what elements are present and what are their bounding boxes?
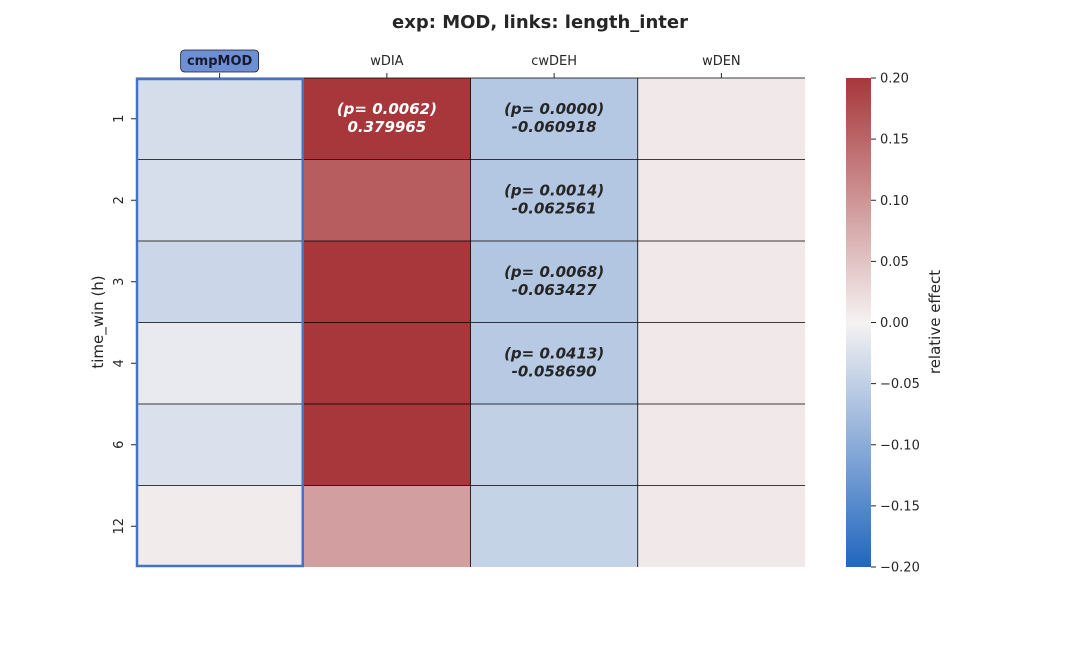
annotation-p-value: (p= 0.0062) [337,100,437,118]
heatmap-cell [637,159,805,241]
highlighted-column-outline [135,77,304,568]
heatmap-cell [136,241,304,323]
heatmap-cell [303,485,471,567]
annotation-p-value: (p= 0.0000) [504,100,604,118]
y-tick-label: 4 [112,359,127,367]
y-tick-label: 3 [112,278,127,286]
colorbar-tick-label: 0.05 [880,255,909,270]
x-tick-label: cwDEH [531,54,577,69]
y-tick-label: 12 [112,518,127,535]
annotation-value: -0.063427 [512,281,598,299]
heatmap-cell [637,78,805,160]
heatmap-cell [637,241,805,323]
annotation-value: -0.062561 [512,200,597,218]
colorbar-tick-label: 0.20 [880,72,909,87]
y-tick-label: 6 [112,441,127,449]
annotation-p-value: (p= 0.0413) [504,345,604,363]
colorbar-tick-label: −0.15 [880,499,920,514]
y-axis-label: time_win (h) [89,275,108,368]
heatmap-cells [136,78,805,567]
x-tick-label: cmpMOD [187,54,253,69]
heatmap-cell [637,404,805,486]
annotation-value: 0.379965 [347,118,426,136]
colorbar-tick-label: 0.10 [880,194,909,209]
heatmap-cell [303,159,471,241]
heatmap-cell [470,404,638,486]
heatmap-cell [303,404,471,486]
heatmap-gridlines [135,77,805,568]
heatmap-cell [637,485,805,567]
heatmap-cell [637,322,805,404]
x-tick-label: wDEN [702,54,741,69]
colorbar-ticks: 0.20 0.15 0.10 0.05 0.00 −0.05 −0.10 −0.15 −0.20 [871,72,920,576]
x-tick-badge [180,49,260,73]
annotation-p-value: (p= 0.0068) [504,263,604,281]
x-tick-label: wDIA [370,54,403,69]
heatmap-cell [470,159,638,241]
colorbar-label: relative effect [926,270,944,374]
heatmap-cell [136,159,304,241]
chart-title: exp: MOD, links: length_inter [392,12,688,33]
heatmap-cell [136,322,304,404]
heatmap-cell [136,485,304,567]
heatmap-cell [136,78,304,160]
heatmap-cell [470,78,638,160]
heatmap-cell [303,78,471,160]
colorbar-tick-label: −0.20 [880,561,920,576]
colorbar-tick-label: 0.00 [880,316,909,331]
heatmap-cell [136,404,304,486]
colorbar-tick-label: −0.10 [880,438,920,453]
y-tick-label: 1 [112,115,127,123]
heatmap-cell [470,322,638,404]
heatmap-cell [470,241,638,323]
colorbar-tick-label: 0.15 [880,133,909,148]
x-axis-ticks: cmpMOD wDIA cwDEH wDEN [180,49,741,78]
annotation-value: -0.058690 [512,363,597,381]
colorbar [846,78,871,567]
heatmap-cell [303,241,471,323]
heatmap-cell [303,322,471,404]
annotation-p-value: (p= 0.0014) [504,182,604,200]
y-tick-label: 2 [112,196,127,204]
heatmap-cell [470,485,638,567]
colorbar-tick-label: −0.05 [880,377,920,392]
annotation-value: -0.060918 [512,118,597,136]
heatmap-annotations: (p= 0.0062)0.379965 (p= 0.0000)-0.060918 (… [337,100,604,381]
